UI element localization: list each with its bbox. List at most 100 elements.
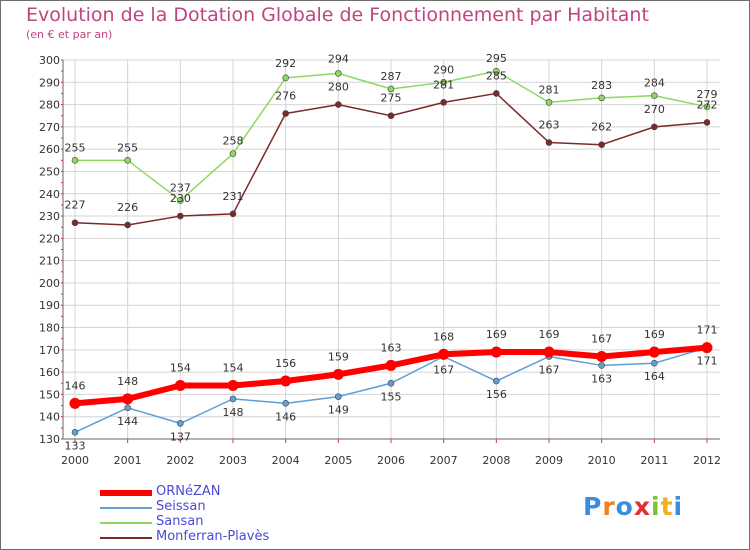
data-point [493, 377, 500, 385]
y-tick-label: 170 [39, 344, 60, 357]
data-point [124, 404, 131, 412]
data-point [543, 346, 555, 358]
data-point [335, 393, 342, 400]
y-tick-label: 240 [39, 188, 60, 201]
y-tick-label: 200 [39, 277, 60, 290]
data-label: 154 [170, 361, 191, 374]
data-point [124, 221, 131, 229]
chart-subtitle: (en € et par an) [26, 28, 113, 41]
x-tick-label: 2012 [693, 454, 721, 467]
data-label: 148 [117, 375, 138, 388]
legend-label: Sansan [156, 514, 204, 529]
data-label: 144 [117, 415, 138, 428]
axes: 130 140 150 160 170 180 190 200 210 220 230 240 250 2… [39, 54, 721, 467]
x-tick-label: 2003 [219, 454, 247, 467]
logo-letter: t [660, 492, 674, 521]
y-tick-label: 150 [39, 388, 60, 401]
data-point [122, 393, 134, 405]
y-tick-label: 270 [39, 121, 60, 134]
data-point [69, 397, 81, 409]
data-point [229, 150, 237, 157]
data-point [177, 197, 184, 204]
data-label: 167 [433, 364, 454, 377]
data-point [229, 210, 237, 218]
y-tick-label: 290 [39, 76, 60, 89]
data-point [282, 400, 289, 407]
legend-label: Seissan [156, 499, 206, 514]
data-label: 237 [170, 181, 191, 194]
data-point [282, 110, 289, 117]
data-label: 255 [65, 141, 86, 154]
data-point [177, 420, 184, 427]
data-label: 263 [539, 118, 560, 131]
data-point [174, 379, 186, 391]
data-label: 159 [328, 350, 349, 363]
data-label: 230 [170, 192, 191, 205]
x-tick-label: 2000 [61, 454, 89, 467]
y-tick-label: 300 [39, 54, 60, 67]
data-label: 281 [433, 78, 454, 91]
y-tick-label: 140 [39, 411, 60, 424]
data-point [596, 351, 608, 363]
data-point [332, 368, 344, 380]
legend-swatch-ornezan [100, 490, 152, 496]
grid [63, 59, 720, 440]
data-label: 148 [223, 406, 244, 419]
data-point [701, 342, 713, 354]
data-label: 287 [381, 70, 402, 83]
data-label: 167 [591, 333, 612, 346]
legend-item-seissan[interactable]: Seissan [100, 499, 360, 515]
data-point [71, 429, 79, 436]
data-label: 156 [486, 388, 507, 401]
x-tick-label: 2007 [430, 454, 458, 467]
data-point [71, 219, 79, 227]
legend-item-monferran-plaves[interactable]: Monferran-Plavès [100, 529, 360, 545]
data-label: 146 [65, 379, 86, 392]
logo-letter: i [673, 492, 684, 521]
legend-swatch-seissan [100, 507, 152, 509]
legend: ORNéZAN Seissan Sansan Monferran-Plavès [100, 484, 360, 545]
data-point [387, 379, 395, 387]
data-point [648, 346, 660, 358]
data-point [598, 362, 605, 369]
y-tick-label: 180 [39, 322, 60, 335]
legend-item-sansan[interactable]: Sansan [100, 514, 360, 530]
y-tick-label: 210 [39, 255, 60, 268]
y-tick-label: 190 [39, 299, 60, 312]
y-tick-label: 250 [39, 165, 60, 178]
data-point [71, 157, 79, 164]
legend-item-ornezan[interactable]: ORNéZAN [100, 484, 360, 500]
data-label: 285 [486, 69, 507, 82]
series [69, 67, 713, 436]
x-tick-label: 2009 [535, 454, 563, 467]
data-label: 156 [275, 357, 296, 370]
data-label: 163 [591, 372, 612, 385]
data-label: 280 [328, 81, 349, 94]
data-label: 137 [170, 430, 191, 443]
data-point [598, 94, 605, 102]
data-label: 292 [275, 57, 296, 70]
data-label: 227 [65, 199, 86, 212]
logo-letter: o [615, 492, 634, 521]
data-point [493, 67, 500, 75]
data-label: 155 [381, 390, 402, 403]
y-tick-label: 220 [39, 232, 60, 245]
legend-swatch-sansan [100, 522, 152, 524]
data-label: 168 [433, 330, 454, 343]
x-tick-label: 2011 [640, 454, 668, 467]
logo-letter: r [602, 492, 616, 521]
data-label: 279 [697, 88, 718, 101]
logo-letter: x [633, 492, 651, 521]
y-tick-label: 130 [39, 433, 60, 446]
data-label: 255 [117, 141, 138, 154]
data-label: 149 [328, 404, 349, 417]
data-label: 171 [697, 324, 718, 337]
data-label: 290 [433, 63, 454, 76]
data-label: 258 [223, 135, 244, 148]
data-point [385, 359, 397, 371]
legend-swatch-monferran-plaves [100, 537, 152, 539]
data-point [651, 92, 658, 99]
data-point [493, 90, 500, 97]
